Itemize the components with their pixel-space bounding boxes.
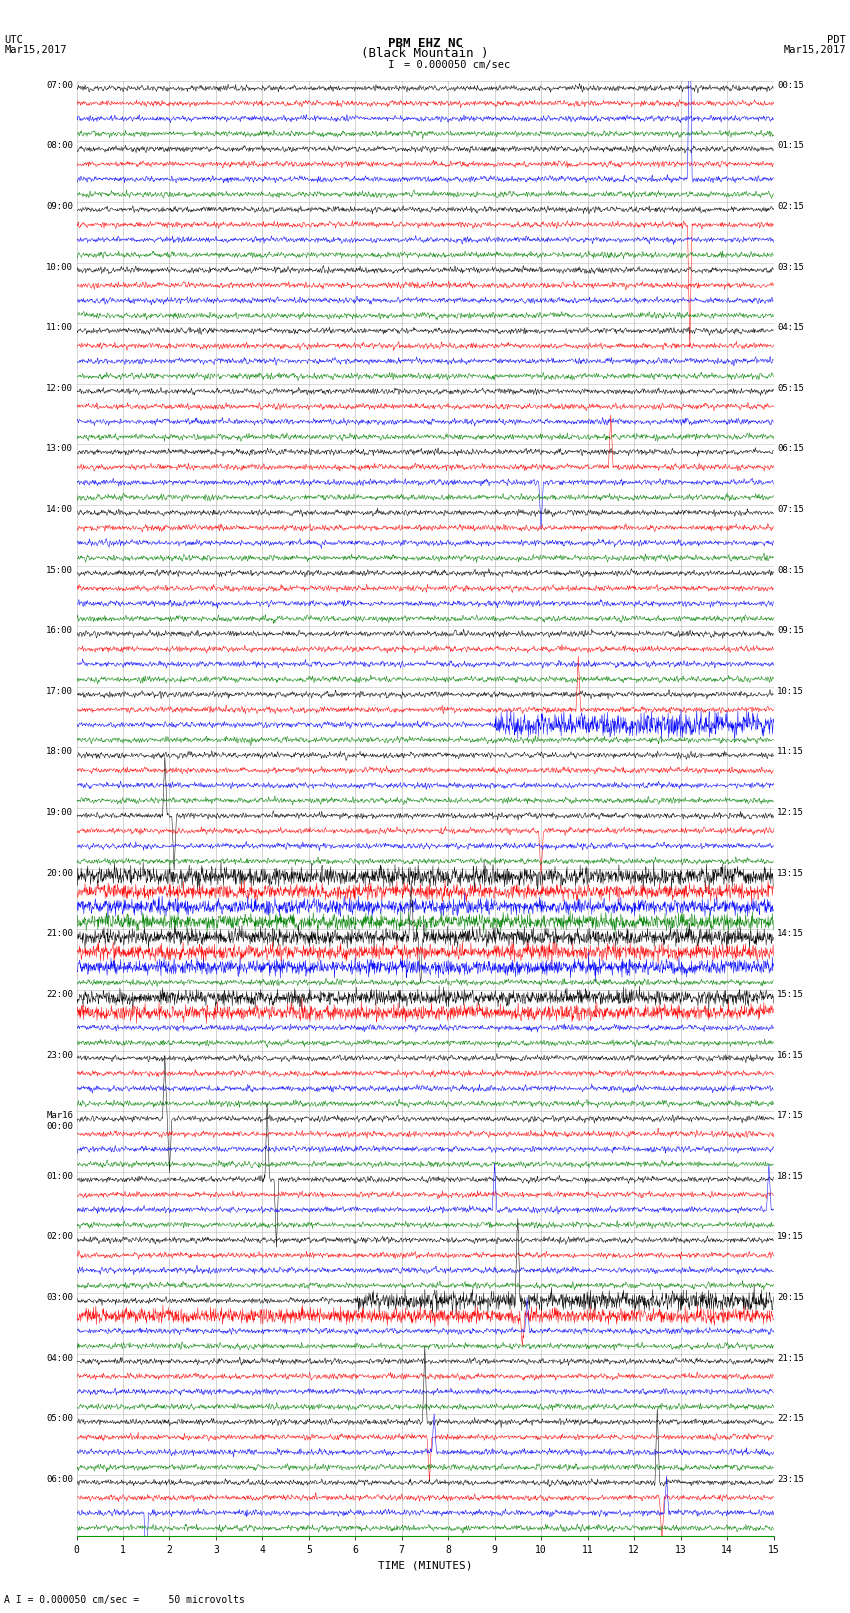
Text: 14:15: 14:15 bbox=[777, 929, 804, 939]
Text: 04:15: 04:15 bbox=[777, 323, 804, 332]
Text: 13:00: 13:00 bbox=[46, 444, 73, 453]
X-axis label: TIME (MINUTES): TIME (MINUTES) bbox=[377, 1560, 473, 1569]
Text: 14:00: 14:00 bbox=[46, 505, 73, 515]
Text: 17:15: 17:15 bbox=[777, 1111, 804, 1119]
Text: 15:15: 15:15 bbox=[777, 990, 804, 998]
Text: 06:15: 06:15 bbox=[777, 444, 804, 453]
Text: PBM EHZ NC: PBM EHZ NC bbox=[388, 37, 462, 50]
Text: 16:15: 16:15 bbox=[777, 1050, 804, 1060]
Text: = 0.000050 cm/sec: = 0.000050 cm/sec bbox=[404, 60, 510, 69]
Text: 09:15: 09:15 bbox=[777, 626, 804, 636]
Text: 23:00: 23:00 bbox=[46, 1050, 73, 1060]
Text: 01:00: 01:00 bbox=[46, 1171, 73, 1181]
Text: 12:15: 12:15 bbox=[777, 808, 804, 818]
Text: 16:00: 16:00 bbox=[46, 626, 73, 636]
Text: 11:15: 11:15 bbox=[777, 747, 804, 756]
Text: UTC: UTC bbox=[4, 35, 23, 45]
Text: 21:00: 21:00 bbox=[46, 929, 73, 939]
Text: 11:00: 11:00 bbox=[46, 323, 73, 332]
Text: 12:00: 12:00 bbox=[46, 384, 73, 392]
Text: 19:00: 19:00 bbox=[46, 808, 73, 818]
Text: 15:00: 15:00 bbox=[46, 566, 73, 574]
Text: Mar16
00:00: Mar16 00:00 bbox=[46, 1111, 73, 1131]
Text: 22:15: 22:15 bbox=[777, 1415, 804, 1423]
Text: 02:00: 02:00 bbox=[46, 1232, 73, 1242]
Text: 10:15: 10:15 bbox=[777, 687, 804, 695]
Text: 06:00: 06:00 bbox=[46, 1474, 73, 1484]
Text: 03:00: 03:00 bbox=[46, 1294, 73, 1302]
Text: 09:00: 09:00 bbox=[46, 202, 73, 211]
Text: A I = 0.000050 cm/sec =     50 microvolts: A I = 0.000050 cm/sec = 50 microvolts bbox=[4, 1595, 245, 1605]
Text: (Black Mountain ): (Black Mountain ) bbox=[361, 47, 489, 60]
Text: 05:00: 05:00 bbox=[46, 1415, 73, 1423]
Text: 03:15: 03:15 bbox=[777, 263, 804, 271]
Text: 08:00: 08:00 bbox=[46, 142, 73, 150]
Text: 05:15: 05:15 bbox=[777, 384, 804, 392]
Text: 20:00: 20:00 bbox=[46, 869, 73, 877]
Text: 22:00: 22:00 bbox=[46, 990, 73, 998]
Text: 07:15: 07:15 bbox=[777, 505, 804, 515]
Text: 21:15: 21:15 bbox=[777, 1353, 804, 1363]
Text: 18:15: 18:15 bbox=[777, 1171, 804, 1181]
Text: 17:00: 17:00 bbox=[46, 687, 73, 695]
Text: I: I bbox=[388, 60, 394, 69]
Text: 02:15: 02:15 bbox=[777, 202, 804, 211]
Text: 18:00: 18:00 bbox=[46, 747, 73, 756]
Text: 20:15: 20:15 bbox=[777, 1294, 804, 1302]
Text: 13:15: 13:15 bbox=[777, 869, 804, 877]
Text: 01:15: 01:15 bbox=[777, 142, 804, 150]
Text: 07:00: 07:00 bbox=[46, 81, 73, 90]
Text: 10:00: 10:00 bbox=[46, 263, 73, 271]
Text: 08:15: 08:15 bbox=[777, 566, 804, 574]
Text: Mar15,2017: Mar15,2017 bbox=[4, 45, 67, 55]
Text: Mar15,2017: Mar15,2017 bbox=[783, 45, 846, 55]
Text: 23:15: 23:15 bbox=[777, 1474, 804, 1484]
Text: PDT: PDT bbox=[827, 35, 846, 45]
Text: 00:15: 00:15 bbox=[777, 81, 804, 90]
Text: 19:15: 19:15 bbox=[777, 1232, 804, 1242]
Text: 04:00: 04:00 bbox=[46, 1353, 73, 1363]
